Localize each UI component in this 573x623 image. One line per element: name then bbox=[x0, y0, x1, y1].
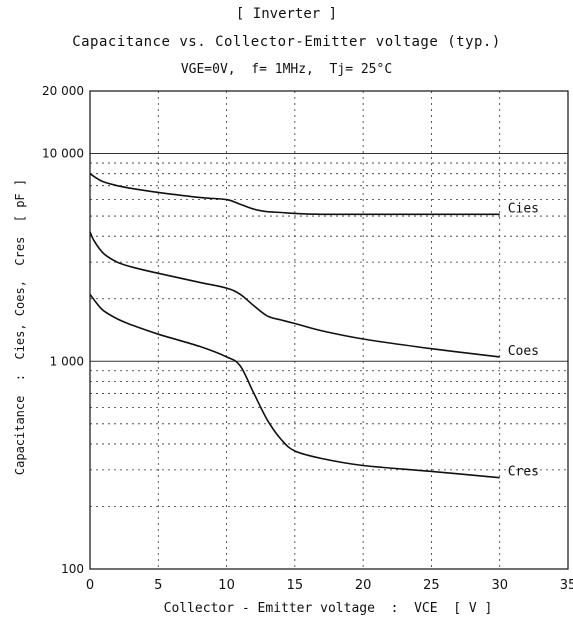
x-tick-label: 25 bbox=[423, 578, 440, 593]
plot-frame bbox=[89, 90, 569, 570]
x-tick-labels: 0 5 10 15 20 25 30 35 bbox=[86, 578, 573, 593]
series-label-cies: Cies bbox=[508, 201, 539, 216]
y-tick-labels: 100 1 000 10 000 20 000 bbox=[42, 84, 84, 576]
series-line-cies bbox=[89, 173, 500, 216]
series-label-cres: Cres bbox=[508, 465, 539, 480]
test-conditions: VGE=0V, f= 1MHz, Tj= 25°C bbox=[180, 62, 393, 77]
y-tick-label: 20 000 bbox=[42, 84, 84, 98]
x-tick-label: 20 bbox=[355, 578, 372, 593]
series-labels: Cies Coes Cres bbox=[508, 201, 539, 479]
x-tick-label: 5 bbox=[154, 578, 162, 593]
x-axis-label: Collector - Emitter voltage : VCE [ V ] bbox=[164, 601, 493, 616]
x-tick-label: 35 bbox=[560, 578, 573, 593]
series-line-coes bbox=[89, 231, 500, 358]
series-line-cres bbox=[89, 293, 500, 479]
series-label-coes: Coes bbox=[508, 344, 539, 359]
x-tick-label: 15 bbox=[287, 578, 304, 593]
x-tick-label: 30 bbox=[491, 578, 508, 593]
chart-title: [ Inverter ] bbox=[235, 6, 338, 22]
series-curves bbox=[89, 173, 500, 479]
grid-lines bbox=[90, 91, 568, 569]
y-axis-label: Capacitance : Cies, Coes, Cres [ pF ] bbox=[13, 179, 27, 475]
x-tick-label: 0 bbox=[86, 578, 94, 593]
chart-subtitle: Capacitance vs. Collector-Emitter voltag… bbox=[72, 34, 501, 50]
x-tick-label: 10 bbox=[218, 578, 235, 593]
y-tick-label: 100 bbox=[61, 562, 84, 576]
y-tick-label: 10 000 bbox=[42, 147, 84, 161]
y-tick-label: 1 000 bbox=[50, 354, 84, 368]
